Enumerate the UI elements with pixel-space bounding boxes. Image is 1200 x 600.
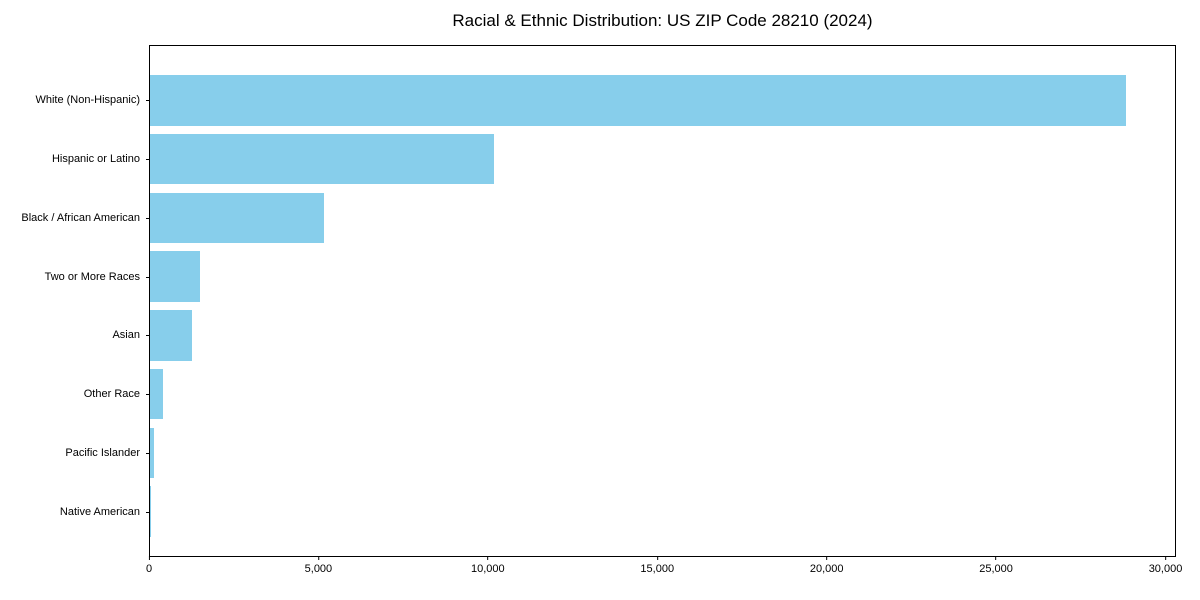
plot-area: White (Non-Hispanic) Hispanic or Latino Bl… (21, 45, 1176, 557)
x-tick-mark (995, 556, 997, 560)
y-tick-label: Other Race (83, 388, 140, 401)
x-tick: 20,000 (810, 556, 844, 575)
y-tick-label: Black / African American (21, 211, 140, 224)
bar-row: Other Race (84, 365, 1175, 424)
bar (150, 133, 494, 185)
x-tick-label: 15,000 (640, 563, 675, 575)
x-tick-mark (656, 556, 658, 560)
x-tick-label: 5,000 (304, 563, 333, 575)
bar (150, 192, 324, 244)
bar-row: Black / African American (21, 189, 1175, 248)
x-tick-label: 30,000 (1148, 563, 1183, 575)
bar-row: Native American (60, 482, 1175, 541)
x-tick-mark (1165, 556, 1167, 560)
y-tick-label: White (Non-Hispanic) (35, 94, 140, 107)
x-tick: 10,000 (471, 556, 505, 575)
bar (150, 310, 193, 361)
y-tick-mark (146, 100, 150, 102)
x-tick: 0 (146, 556, 152, 575)
x-tick-mark (148, 556, 150, 560)
x-tick-mark (487, 556, 489, 560)
bar (150, 75, 1126, 126)
y-tick-label: Hispanic or Latino (51, 153, 140, 166)
y-tick-mark (146, 394, 150, 396)
x-tick-label: 0 (145, 563, 153, 575)
x-tick-label: 20,000 (809, 563, 844, 575)
y-tick-mark (146, 452, 150, 454)
bar (150, 486, 152, 537)
y-tick-label: Native American (59, 505, 140, 518)
bar-row: Pacific Islander (65, 424, 1175, 483)
x-tick-label: 10,000 (471, 563, 505, 575)
bar-row: Two or More Races (45, 247, 1175, 306)
y-tick-label: Two or More Races (44, 270, 140, 283)
chart-title: Racial & Ethnic Distribution: US ZIP Cod… (452, 11, 873, 30)
x-tick: 25,000 (979, 556, 1013, 575)
x-tick-label: 25,000 (979, 563, 1013, 575)
x-tick-mark (826, 556, 828, 560)
bar (150, 368, 163, 420)
y-tick-mark (146, 159, 150, 161)
x-tick: 30,000 (1148, 556, 1183, 575)
bar (150, 427, 154, 479)
bar-row: White (Non-Hispanic) (35, 71, 1175, 130)
y-tick-mark (146, 217, 150, 219)
x-tick: 15,000 (640, 556, 674, 575)
y-tick-mark (146, 511, 150, 513)
y-tick-mark (146, 276, 150, 278)
bars-container: White (Non-Hispanic) Hispanic or Latino Bl… (21, 46, 1175, 556)
y-tick-mark (146, 335, 150, 337)
x-tick-mark (317, 556, 319, 560)
x-axis: 0 5,000 10,000 15,000 20,000 25,000 30,000 (146, 556, 1182, 586)
y-tick-label: Pacific Islander (65, 446, 140, 459)
y-tick-label: Asian (112, 329, 140, 342)
bar-row: Asian (112, 306, 1175, 365)
bar (150, 251, 200, 302)
x-tick: 5,000 (304, 556, 333, 575)
bar-row: Hispanic or Latino (52, 130, 1175, 189)
